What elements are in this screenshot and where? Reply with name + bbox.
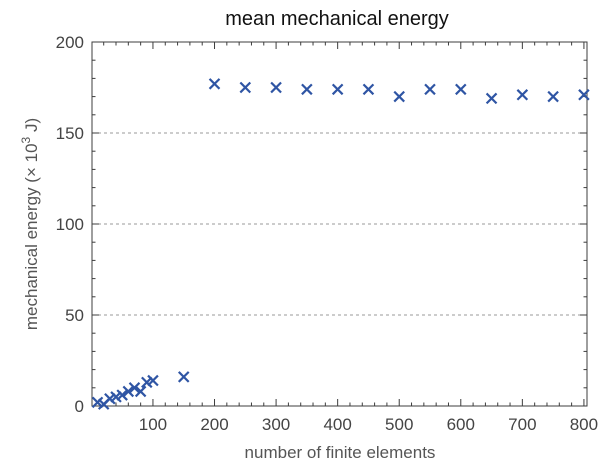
data-point-0-12 [239, 81, 252, 94]
data-point-0-16 [362, 83, 375, 96]
x-tick-labels: 100 200 300 400 500 600 700 800 [139, 415, 598, 434]
data-point-0-9 [147, 374, 159, 387]
y-axis-label-main: mechanical energy (× 10 [22, 143, 41, 330]
data-point-stroke-b [455, 83, 467, 96]
y-tick-label-100: 100 [56, 215, 84, 234]
data-point-stroke-b [104, 392, 116, 405]
data-point-0-13 [270, 81, 282, 94]
data-point-stroke-b [393, 90, 405, 103]
x-axis-label: number of finite elements [245, 443, 436, 462]
x-tick-label-400: 400 [323, 415, 351, 434]
data-point-0-22 [547, 90, 559, 103]
data-point-0-7 [134, 385, 147, 398]
data-point-stroke-b [424, 83, 436, 96]
y-tick-labels: 0 50 100 150 200 [56, 33, 84, 416]
data-point-0-18 [424, 83, 436, 96]
data-point-0-15 [331, 83, 344, 96]
data-point-0-11 [208, 78, 221, 90]
data-point-stroke-b [301, 83, 313, 96]
data-point-stroke-b [110, 391, 122, 403]
x-tick-label-200: 200 [200, 415, 228, 434]
x-tick-label-500: 500 [385, 415, 413, 434]
data-point-0-17 [393, 90, 405, 103]
data-point-stroke-b [208, 78, 221, 90]
y-axis-label: mechanical energy (× 103 J) [19, 118, 41, 330]
y-tick-label-150: 150 [56, 124, 84, 143]
y-axis-label-unit: J) [22, 118, 41, 137]
data-point-0-21 [516, 89, 529, 101]
data-point-0-6 [128, 382, 141, 394]
data-point-stroke-b [141, 376, 153, 389]
data-points [91, 78, 590, 410]
x-tick-label-700: 700 [508, 415, 536, 434]
x-tick-label-100: 100 [139, 415, 167, 434]
data-point-stroke-b [362, 83, 375, 96]
data-point-stroke-b [134, 385, 147, 398]
data-point-0-14 [301, 83, 313, 96]
data-point-stroke-b [147, 374, 159, 387]
data-point-stroke-b [128, 382, 141, 394]
data-point-stroke-b [122, 385, 135, 398]
data-point-stroke-b [239, 81, 252, 94]
data-point-0-20 [485, 92, 498, 105]
y-axis-label-exponent: 3 [19, 136, 33, 143]
data-point-stroke-b [177, 371, 190, 383]
data-point-stroke-b [270, 81, 282, 94]
data-point-0-5 [122, 385, 135, 398]
data-point-stroke-b [485, 92, 498, 105]
x-tick-label-300: 300 [262, 415, 290, 434]
grid-lines [92, 132, 587, 316]
x-tick-label-800: 800 [570, 415, 598, 434]
data-point-0-23 [578, 89, 590, 101]
data-point-0-19 [455, 83, 467, 96]
data-point-0-4 [116, 389, 128, 401]
chart-title: mean mechanical energy [225, 8, 448, 30]
data-point-stroke-b [547, 90, 559, 103]
axis-ticks [92, 41, 587, 407]
y-tick-label-0: 0 [75, 397, 84, 416]
data-point-stroke-b [578, 89, 590, 101]
data-point-0-10 [177, 371, 190, 383]
y-tick-label-200: 200 [56, 33, 84, 52]
data-point-stroke-b [331, 83, 344, 96]
y-tick-label-50: 50 [65, 306, 84, 325]
plot-frame [91, 41, 588, 407]
data-point-stroke-b [116, 389, 128, 401]
x-tick-label-600: 600 [447, 415, 475, 434]
data-point-stroke-b [516, 89, 529, 101]
